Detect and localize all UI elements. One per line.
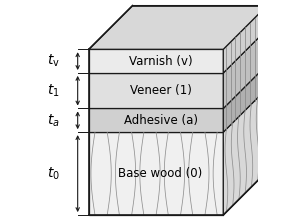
Polygon shape	[223, 88, 267, 215]
Polygon shape	[89, 108, 223, 132]
Polygon shape	[223, 6, 267, 73]
Polygon shape	[89, 132, 223, 215]
Polygon shape	[89, 6, 267, 49]
Text: $t_1$: $t_1$	[47, 82, 59, 99]
Polygon shape	[223, 29, 267, 108]
Text: Varnish (v): Varnish (v)	[129, 55, 192, 68]
Polygon shape	[89, 73, 223, 108]
Text: $t_{\rm v}$: $t_{\rm v}$	[47, 53, 60, 69]
Text: Base wood (0): Base wood (0)	[119, 167, 203, 180]
Text: Veneer (1): Veneer (1)	[130, 84, 192, 97]
Polygon shape	[89, 49, 223, 73]
Text: Adhesive (a): Adhesive (a)	[124, 114, 198, 127]
Polygon shape	[223, 65, 267, 132]
Text: $t_a$: $t_a$	[47, 112, 60, 129]
Text: $t_0$: $t_0$	[46, 165, 60, 182]
